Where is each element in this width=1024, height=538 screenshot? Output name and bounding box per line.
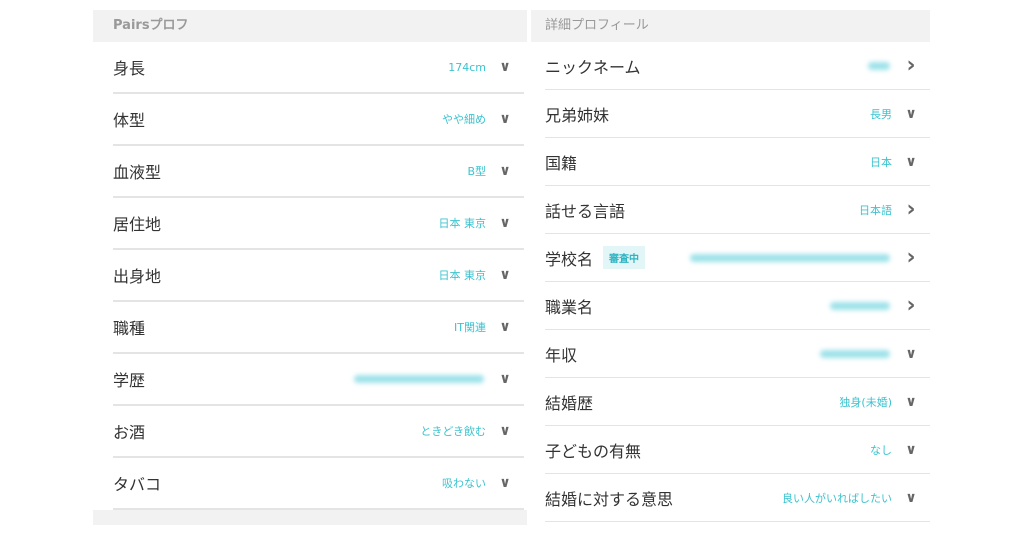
profile-row[interactable]: タバコ 吸わない ∨ — [113, 458, 524, 510]
section-footer — [93, 510, 527, 525]
row-value: やや細め — [442, 113, 486, 126]
pairs-profile-panel: Pairsプロフ 身長 174cm ∨ 体型 やや細め ∨ 血液型 B型 ∨ 居住地 日本 東京 ∨ 出… — [93, 10, 527, 525]
chevron-down-icon[interactable]: ∨ — [905, 153, 917, 170]
profile-list: 身長 174cm ∨ 体型 やや細め ∨ 血液型 B型 ∨ 居住地 日本 東京 ∨ 出身地 日本 東京 ∨ 職… — [93, 42, 527, 510]
row-label: 血液型 — [113, 163, 162, 182]
row-value: 174cm — [448, 60, 486, 74]
row-value: 吸わない — [442, 477, 486, 490]
row-label: 居住地 — [113, 215, 162, 234]
profile-row[interactable]: 職業名 › — [545, 282, 930, 330]
row-value: 日本 東京 — [438, 269, 487, 282]
row-label: 兄弟姉妹 — [545, 105, 610, 125]
chevron-right-icon[interactable]: › — [906, 293, 916, 318]
row-label: お酒 — [113, 423, 146, 442]
row-label: 出身地 — [113, 267, 162, 286]
chevron-down-icon[interactable]: ∨ — [499, 423, 511, 439]
row-label: 職業名 — [545, 297, 594, 317]
chevron-down-icon[interactable]: ∨ — [499, 475, 511, 491]
chevron-down-icon[interactable]: ∨ — [499, 215, 511, 231]
row-value: IT関連 — [454, 321, 486, 334]
row-value: 日本語 — [859, 203, 892, 217]
profile-list: ニックネーム › 兄弟姉妹 長男 ∨ 国籍 日本 ∨ 話せる言語 日本語 › 学校名 審査中 › 職業名 › 年… — [531, 42, 930, 522]
chevron-right-icon[interactable]: › — [906, 197, 916, 222]
row-label: 国籍 — [545, 153, 578, 173]
row-label: 職種 — [113, 319, 146, 338]
status-badge: 審査中 — [603, 246, 646, 269]
profile-row[interactable]: 職種 IT関連 ∨ — [113, 302, 524, 354]
blurred-value — [868, 61, 890, 70]
row-label: 身長 — [113, 59, 146, 78]
profile-row[interactable]: 話せる言語 日本語 › — [545, 186, 930, 234]
row-label: 学校名 — [545, 249, 594, 269]
row-value: B型 — [467, 165, 486, 178]
chevron-right-icon[interactable]: › — [906, 53, 916, 78]
row-value: 長男 — [870, 107, 892, 121]
row-value: 良い人がいればしたい — [782, 491, 892, 505]
chevron-down-icon[interactable]: ∨ — [905, 393, 917, 410]
row-value: 独身(未婚) — [839, 395, 892, 409]
row-value: 日本 — [870, 155, 892, 169]
row-label: ニックネーム — [545, 57, 641, 77]
chevron-down-icon[interactable]: ∨ — [499, 371, 511, 387]
section-header: 詳細プロフィール — [531, 10, 930, 42]
profile-row[interactable]: ニックネーム › — [545, 42, 930, 90]
chevron-down-icon[interactable]: ∨ — [499, 163, 511, 179]
chevron-down-icon[interactable]: ∨ — [905, 441, 917, 458]
profile-row[interactable]: 居住地 日本 東京 ∨ — [113, 198, 524, 250]
row-label: 子どもの有無 — [545, 441, 642, 461]
row-label: 学歴 — [113, 371, 146, 390]
profile-row[interactable]: 国籍 日本 ∨ — [545, 138, 930, 186]
blurred-value — [820, 349, 890, 358]
profile-row[interactable]: 結婚歴 独身(未婚) ∨ — [545, 378, 930, 426]
row-label: タバコ — [113, 475, 162, 494]
chevron-down-icon[interactable]: ∨ — [905, 489, 917, 506]
row-label: 結婚歴 — [545, 393, 594, 413]
profile-row[interactable]: 年収 ∨ — [545, 330, 930, 378]
row-value: なし — [870, 443, 892, 457]
profile-row[interactable]: 体型 やや細め ∨ — [113, 94, 524, 146]
blurred-value — [354, 375, 484, 383]
profile-row[interactable]: 身長 174cm ∨ — [113, 42, 524, 94]
chevron-down-icon[interactable]: ∨ — [905, 345, 917, 362]
profile-row[interactable]: 血液型 B型 ∨ — [113, 146, 524, 198]
row-label: 年収 — [545, 345, 578, 365]
row-label: 話せる言語 — [545, 201, 626, 221]
chevron-down-icon[interactable]: ∨ — [499, 59, 511, 75]
section-header: Pairsプロフ — [93, 10, 527, 42]
blurred-value — [830, 301, 890, 310]
profile-row[interactable]: 子どもの有無 なし ∨ — [545, 426, 930, 474]
row-label: 結婚に対する意思 — [545, 489, 674, 509]
chevron-down-icon[interactable]: ∨ — [905, 105, 917, 122]
chevron-down-icon[interactable]: ∨ — [499, 319, 511, 335]
blurred-value — [690, 253, 890, 262]
row-value: ときどき飲む — [420, 425, 486, 438]
profile-row[interactable]: 学歴 ∨ — [113, 354, 524, 406]
profile-row[interactable]: 出身地 日本 東京 ∨ — [113, 250, 524, 302]
chevron-down-icon[interactable]: ∨ — [499, 111, 511, 127]
chevron-right-icon[interactable]: › — [906, 245, 916, 270]
profile-row[interactable]: 結婚に対する意思 良い人がいればしたい ∨ — [545, 474, 930, 522]
detail-profile-panel: 詳細プロフィール ニックネーム › 兄弟姉妹 長男 ∨ 国籍 日本 ∨ 話せる言語 日本語 › 学校名… — [531, 10, 930, 522]
profile-row[interactable]: お酒 ときどき飲む ∨ — [113, 406, 524, 458]
row-value: 日本 東京 — [438, 217, 487, 230]
row-label: 体型 — [113, 111, 146, 130]
profile-row[interactable]: 兄弟姉妹 長男 ∨ — [545, 90, 930, 138]
profile-row[interactable]: 学校名 審査中 › — [545, 234, 930, 282]
chevron-down-icon[interactable]: ∨ — [499, 267, 511, 283]
